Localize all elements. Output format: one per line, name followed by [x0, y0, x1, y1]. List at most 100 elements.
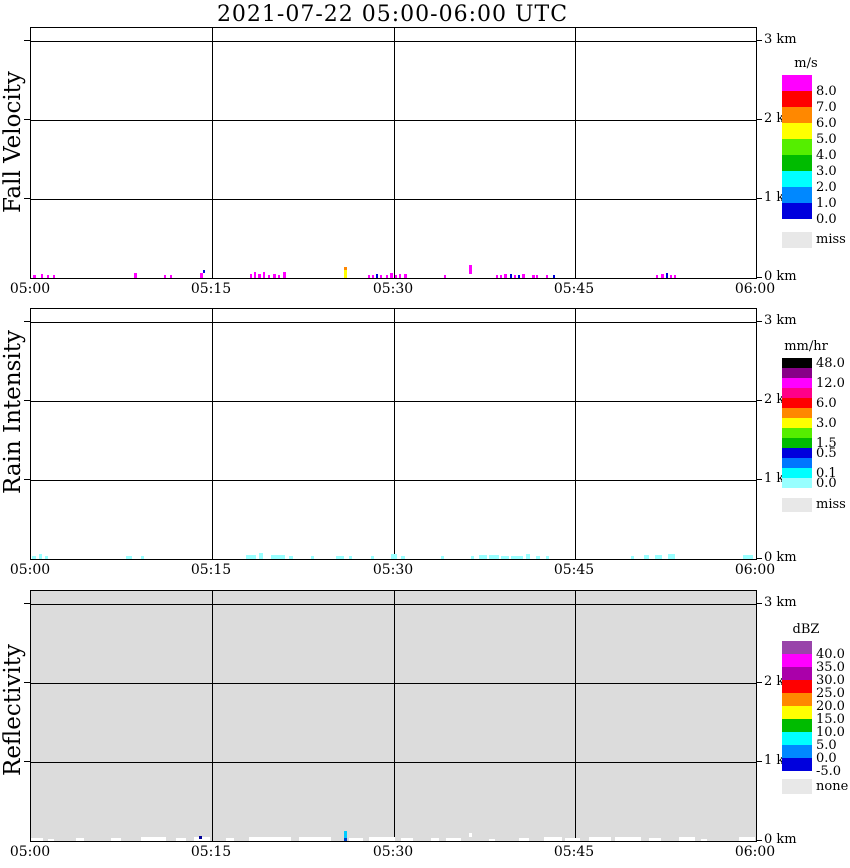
y-tick-label: 3 km: [764, 313, 797, 328]
legend-missing-swatch: [782, 779, 812, 794]
data-speck: [536, 275, 538, 278]
legend-label: 15.0: [816, 712, 845, 727]
data-speck: [311, 556, 314, 559]
data-speck: [344, 838, 347, 841]
legend-swatch: [782, 693, 812, 706]
legend-missing-swatch: [782, 232, 812, 248]
data-speck: [386, 275, 388, 278]
axis-tick: [756, 558, 762, 559]
data-speck: [500, 275, 502, 278]
y-tick-label: 0 km: [764, 832, 797, 847]
data-speck: [349, 838, 363, 841]
page-title: 2021-07-22 05:00-06:00 UTC: [216, 2, 569, 27]
data-speck: [536, 556, 540, 559]
axis-tick: [756, 321, 762, 322]
legend-swatch: [782, 75, 812, 91]
data-speck: [226, 838, 234, 841]
data-speck: [41, 274, 43, 278]
legend-swatch: [782, 680, 812, 693]
data-speck: [518, 275, 520, 278]
data-speck: [661, 274, 664, 278]
data-speck: [489, 839, 495, 841]
gridline: [212, 591, 213, 841]
legend-label: 4.0: [816, 148, 837, 163]
legend-swatch: [782, 732, 812, 745]
axis-tick: [24, 119, 30, 120]
axis-tick: [756, 682, 762, 683]
ylabel-reflectivity: Reflectivity: [0, 644, 26, 776]
x-tick-label: 05:45: [553, 562, 595, 578]
axis-tick: [24, 682, 30, 683]
legend-swatch: [782, 358, 812, 368]
data-speck: [31, 838, 43, 841]
axis-tick: [756, 400, 762, 401]
legend-swatch: [782, 107, 812, 123]
axis-tick: [756, 840, 762, 841]
data-speck: [45, 556, 48, 559]
data-speck: [701, 839, 707, 841]
legend-swatch: [782, 448, 812, 458]
gridline: [31, 604, 756, 605]
axis-tick: [756, 198, 762, 199]
legend-swatch: [782, 758, 812, 771]
data-speck: [246, 555, 256, 559]
legend-swatch: [782, 478, 812, 488]
data-speck: [249, 837, 291, 841]
legend-label: 5.0: [816, 132, 837, 147]
x-tick-label: 06:00: [734, 281, 776, 297]
x-tick-label: 05:30: [372, 844, 414, 860]
legend-label: 10.0: [816, 725, 845, 740]
legend-swatch: [782, 719, 812, 732]
gridline: [31, 322, 756, 323]
data-speck: [349, 556, 352, 559]
data-speck: [589, 837, 611, 841]
axis-tick: [756, 761, 762, 762]
data-speck: [546, 275, 548, 278]
axis-tick: [756, 479, 762, 480]
legend-swatch: [782, 155, 812, 171]
legend-label: miss: [816, 497, 846, 512]
legend-label: 20.0: [816, 699, 845, 714]
x-tick-label: 05:00: [9, 844, 51, 860]
data-speck: [390, 273, 393, 278]
axis-tick: [24, 761, 30, 762]
legend-label: 0.0: [816, 212, 837, 227]
data-speck: [670, 275, 672, 278]
data-speck: [76, 838, 84, 841]
legend-label: 0.5: [816, 446, 837, 461]
data-speck: [471, 556, 474, 559]
data-speck: [278, 275, 280, 278]
data-speck: [739, 837, 755, 841]
data-speck: [47, 275, 49, 278]
legend-swatch: [782, 438, 812, 448]
data-speck: [668, 554, 675, 559]
data-speck: [53, 275, 55, 278]
data-speck: [510, 274, 512, 278]
data-speck: [546, 556, 549, 559]
data-speck: [271, 555, 285, 559]
data-speck: [674, 275, 676, 278]
legend-label: 35.0: [816, 660, 845, 675]
ylabel-rain-intensity: Rain Intensity: [0, 330, 26, 494]
data-speck: [32, 556, 36, 559]
data-speck: [48, 839, 54, 841]
legend-swatch: [782, 398, 812, 408]
axis-tick: [756, 277, 762, 278]
data-speck: [399, 274, 401, 278]
legend-label: 6.0: [816, 116, 837, 131]
legend-title: mm/hr: [784, 339, 828, 354]
data-speck: [469, 265, 472, 274]
legend-label: 2.0: [816, 180, 837, 195]
gridline: [575, 591, 576, 841]
gridline: [212, 28, 213, 278]
panel-reflectivity: [30, 590, 757, 842]
data-speck: [344, 831, 347, 838]
axis-tick: [756, 119, 762, 120]
legend-label: -5.0: [816, 764, 842, 779]
data-speck: [39, 554, 42, 559]
legend-swatch: [782, 378, 812, 388]
legend-swatch: [782, 458, 812, 468]
x-tick-label: 05:15: [190, 844, 232, 860]
x-tick-label: 05:00: [9, 562, 51, 578]
